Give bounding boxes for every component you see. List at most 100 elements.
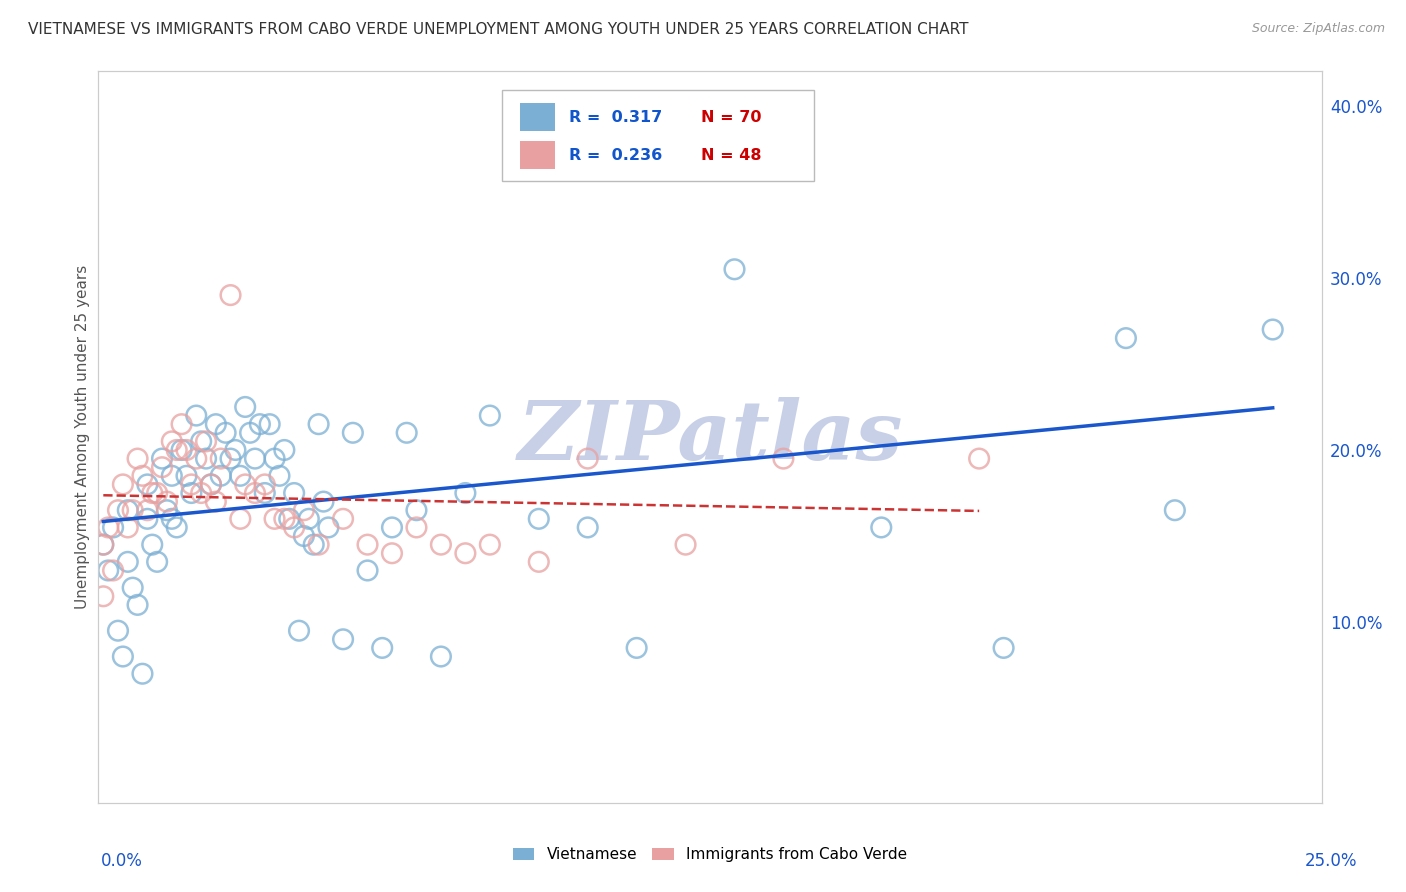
Point	[967, 451, 990, 466]
Point	[186, 409, 208, 423]
Point	[259, 417, 281, 432]
Y-axis label: Unemployment Among Youth under 25 years: Unemployment Among Youth under 25 years	[75, 265, 90, 609]
Point	[772, 159, 794, 173]
Point	[186, 451, 208, 466]
Point	[283, 520, 305, 534]
Point	[101, 564, 124, 578]
FancyBboxPatch shape	[502, 90, 814, 181]
Point	[97, 564, 120, 578]
Point	[205, 417, 228, 432]
Text: R =  0.317: R = 0.317	[569, 110, 662, 125]
Point	[160, 468, 183, 483]
Point	[166, 520, 188, 534]
Point	[332, 512, 354, 526]
Point	[239, 425, 262, 440]
Point	[195, 434, 218, 449]
Point	[107, 503, 129, 517]
Point	[292, 503, 315, 517]
Point	[131, 666, 153, 681]
Point	[576, 451, 599, 466]
FancyBboxPatch shape	[520, 141, 555, 169]
Point	[121, 581, 143, 595]
Point	[454, 546, 477, 560]
Point	[405, 503, 427, 517]
Point	[454, 486, 477, 500]
Point	[302, 538, 325, 552]
Point	[121, 503, 143, 517]
Point	[283, 486, 305, 500]
Text: VIETNAMESE VS IMMIGRANTS FROM CABO VERDE UNEMPLOYMENT AMONG YOUTH UNDER 25 YEARS: VIETNAMESE VS IMMIGRANTS FROM CABO VERDE…	[28, 22, 969, 37]
Point	[253, 477, 276, 491]
Point	[209, 451, 232, 466]
Point	[381, 546, 404, 560]
Point	[127, 451, 149, 466]
Point	[263, 451, 285, 466]
Point	[356, 538, 378, 552]
Point	[166, 442, 188, 457]
Point	[405, 520, 427, 534]
Point	[229, 512, 252, 526]
Point	[214, 425, 236, 440]
Point	[430, 649, 453, 664]
Point	[170, 442, 193, 457]
Point	[1164, 503, 1187, 517]
Point	[190, 434, 212, 449]
Point	[146, 555, 169, 569]
Point	[288, 624, 311, 638]
Text: ZIPatlas: ZIPatlas	[517, 397, 903, 477]
Point	[273, 442, 295, 457]
Point	[224, 442, 246, 457]
Point	[195, 451, 218, 466]
Text: R =  0.236: R = 0.236	[569, 147, 662, 162]
Point	[308, 538, 330, 552]
Point	[381, 520, 404, 534]
Point	[229, 468, 252, 483]
Point	[263, 512, 285, 526]
Point	[146, 486, 169, 500]
Point	[576, 520, 599, 534]
Point	[233, 400, 256, 414]
Point	[117, 555, 139, 569]
Point	[626, 640, 648, 655]
Point	[160, 434, 183, 449]
FancyBboxPatch shape	[520, 103, 555, 131]
Point	[318, 520, 340, 534]
Point	[111, 477, 134, 491]
Point	[478, 538, 501, 552]
Legend: Vietnamese, Immigrants from Cabo Verde: Vietnamese, Immigrants from Cabo Verde	[506, 841, 914, 868]
Point	[150, 451, 173, 466]
Point	[190, 486, 212, 500]
Point	[200, 477, 222, 491]
Point	[371, 640, 394, 655]
Point	[117, 520, 139, 534]
Point	[772, 451, 794, 466]
Text: N = 48: N = 48	[702, 147, 762, 162]
Point	[233, 477, 256, 491]
Point	[342, 425, 364, 440]
Point	[312, 494, 335, 508]
Point	[91, 538, 114, 552]
Point	[180, 477, 202, 491]
Text: Source: ZipAtlas.com: Source: ZipAtlas.com	[1251, 22, 1385, 36]
Point	[870, 520, 893, 534]
Point	[395, 425, 418, 440]
Text: N = 70: N = 70	[702, 110, 762, 125]
Point	[478, 409, 501, 423]
Point	[156, 503, 179, 517]
Point	[136, 503, 159, 517]
Point	[278, 512, 301, 526]
Point	[308, 417, 330, 432]
Point	[243, 486, 266, 500]
Point	[160, 512, 183, 526]
Point	[127, 598, 149, 612]
Point	[356, 564, 378, 578]
Point	[723, 262, 745, 277]
Point	[292, 529, 315, 543]
Point	[180, 486, 202, 500]
Point	[136, 477, 159, 491]
Point	[176, 468, 198, 483]
Point	[675, 538, 697, 552]
Point	[136, 512, 159, 526]
Point	[131, 468, 153, 483]
Point	[97, 520, 120, 534]
